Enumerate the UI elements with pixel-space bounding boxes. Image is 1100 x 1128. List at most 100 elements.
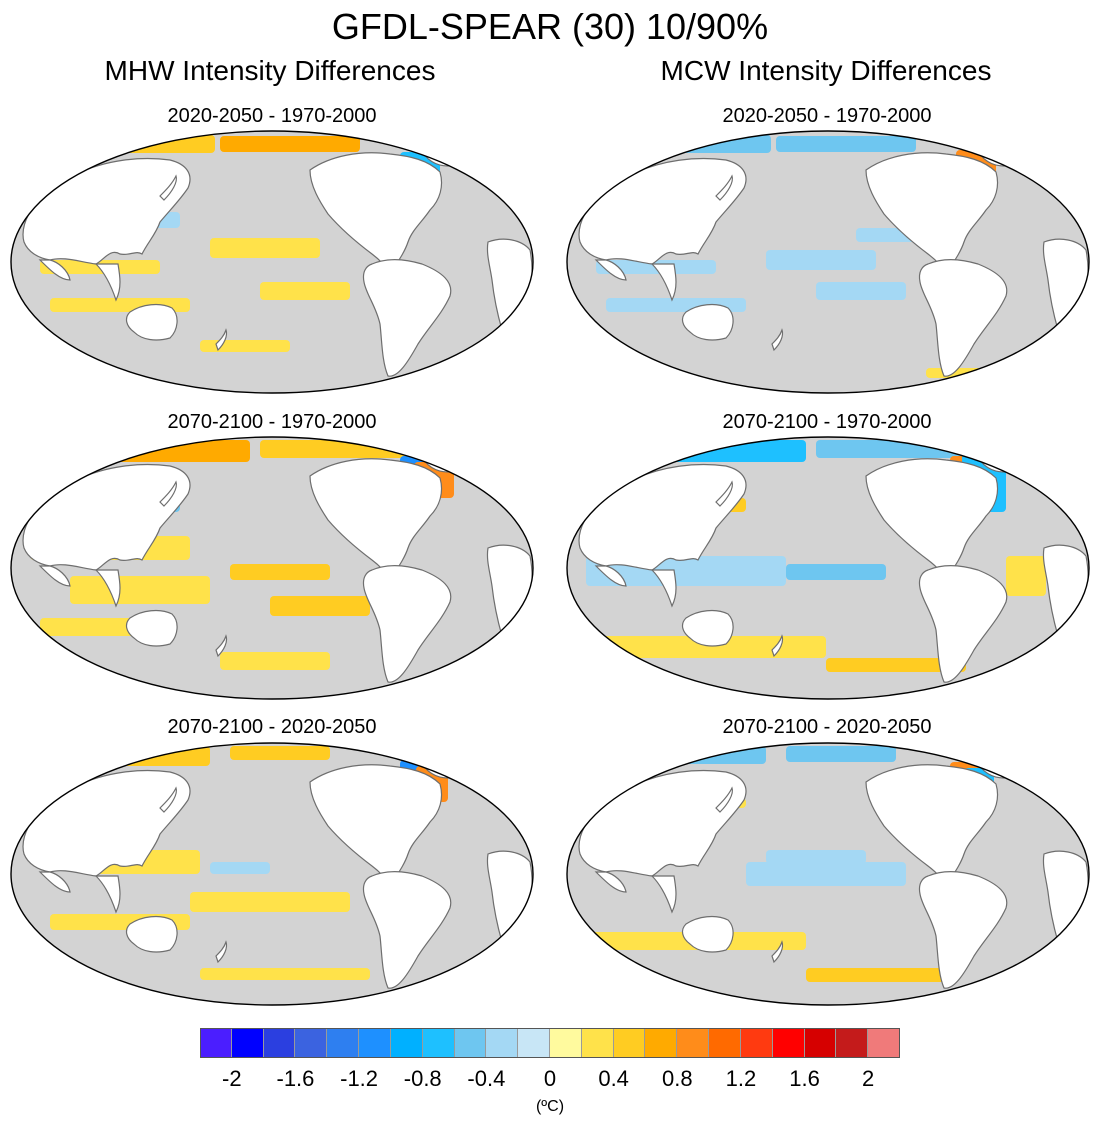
new-zealand-island [215, 634, 228, 658]
colorbar-tick-label: 0.8 [661, 1066, 693, 1091]
colorbar-tick-label: -0.8 [403, 1066, 442, 1091]
panel-title-mhw-2: 2070-2100 - 1970-2000 [167, 411, 377, 433]
anomaly-patch [636, 440, 806, 462]
panel-title-mcw-1: 2020-2050 - 1970-2000 [722, 105, 932, 127]
north-america-landmass [865, 458, 999, 582]
anomaly-patch [926, 368, 996, 378]
north-america-landmass [309, 458, 443, 582]
eurasia-landmass [578, 157, 747, 265]
colorbar-swatch [581, 1028, 614, 1058]
colorbar-swatch [836, 1028, 869, 1058]
south-america-landmass [362, 870, 452, 989]
japan-island [715, 174, 733, 201]
anomaly-patch [1006, 556, 1046, 596]
map-border [10, 742, 534, 1006]
colorbar-swatch [772, 1028, 805, 1058]
north-america-landmass [865, 764, 999, 888]
colorbar-tick-label: -2 [222, 1066, 242, 1091]
arabia-landmass [594, 259, 627, 281]
map-panel-mhw-3 [10, 742, 534, 1006]
arabia-landmass [594, 565, 627, 587]
panel-title-mcw-3: 2070-2100 - 2020-2050 [722, 716, 932, 738]
anomaly-patch [200, 340, 290, 352]
anomaly-patch [816, 282, 906, 300]
north-america-landmass [309, 152, 443, 276]
north-america-landmass [309, 764, 443, 888]
panel-title-mcw-2: 2070-2100 - 1970-2000 [722, 411, 932, 433]
anomaly-patch [230, 564, 330, 580]
anomaly-patch [210, 238, 320, 258]
map-border [10, 436, 534, 700]
colorbar-swatch [200, 1028, 232, 1058]
south-america-landmass [362, 258, 452, 377]
colorbar-swatch [327, 1028, 360, 1058]
colorbar-swatch [804, 1028, 837, 1058]
japan-island [159, 174, 177, 201]
colorbar-tick-label: 1.6 [789, 1066, 820, 1091]
eurasia-landmass [22, 769, 191, 877]
colorbar-swatch [645, 1028, 678, 1058]
map-panel-mcw-2 [566, 436, 1090, 700]
australia-landmass [681, 915, 734, 953]
south-america-landmass [918, 258, 1008, 377]
colorbar-frame [200, 1028, 900, 1058]
arabia-landmass [38, 871, 71, 893]
arabia-landmass [38, 259, 71, 281]
colorbar-tick-label: 0.4 [598, 1066, 629, 1091]
colorbar-swatch [231, 1028, 264, 1058]
colorbar-swatch [613, 1028, 646, 1058]
colorbar-swatch [359, 1028, 391, 1058]
south-america-landmass [918, 564, 1008, 683]
anomaly-patch [190, 892, 350, 912]
japan-island [159, 480, 177, 507]
new-zealand-island [771, 328, 784, 352]
map-border [566, 742, 1090, 1006]
colorbar-swatch [709, 1028, 741, 1058]
colorbar-tick-label: -0.4 [467, 1066, 506, 1091]
colorbar-swatch [550, 1028, 582, 1058]
india-peninsula [650, 875, 677, 914]
new-zealand-island [215, 328, 228, 352]
colorbar-swatch [263, 1028, 296, 1058]
india-peninsula [650, 569, 677, 608]
eurasia-landmass [578, 769, 747, 877]
anomaly-patch [766, 850, 866, 864]
anomaly-patch [210, 862, 270, 874]
new-zealand-island [771, 634, 784, 658]
anomaly-patch [80, 440, 250, 462]
anomaly-patch [786, 746, 896, 762]
south-america-landmass [362, 564, 452, 683]
anomaly-patch [766, 250, 876, 270]
australia-landmass [125, 609, 178, 647]
north-america-landmass [865, 152, 999, 276]
colorbar-units: (ºC) [535, 1098, 565, 1115]
anomaly-patch [260, 282, 350, 300]
colorbar-tick-label: 0 [543, 1066, 557, 1091]
new-zealand-island [771, 940, 784, 964]
anomaly-patch [230, 746, 330, 760]
map-panel-mhw-2 [10, 436, 534, 700]
anomaly-patch [636, 746, 766, 764]
anomaly-patch [586, 636, 826, 658]
south-america-landmass [918, 870, 1008, 989]
anomaly-patch [786, 564, 886, 580]
anomaly-patch [826, 658, 966, 672]
eurasia-landmass [22, 463, 191, 571]
colorbar-tick-label: -1.2 [340, 1066, 379, 1091]
arabia-landmass [38, 565, 71, 587]
india-peninsula [94, 875, 121, 914]
india-peninsula [94, 263, 121, 302]
anomaly-patch [220, 652, 330, 670]
colorbar-tick-label: -1.6 [276, 1066, 315, 1091]
australia-landmass [125, 915, 178, 953]
anomaly-patch [70, 576, 210, 604]
colorbar-swatch [454, 1028, 487, 1058]
india-peninsula [650, 263, 677, 302]
panel-title-mhw-1: 2020-2050 - 1970-2000 [167, 105, 377, 127]
anomaly-patch [260, 440, 410, 458]
japan-island [715, 786, 733, 813]
panel-title-mhw-3: 2070-2100 - 2020-2050 [167, 716, 377, 738]
column-title-mcw: MCW Intensity Differences [660, 55, 992, 86]
india-peninsula [94, 569, 121, 608]
australia-landmass [681, 609, 734, 647]
